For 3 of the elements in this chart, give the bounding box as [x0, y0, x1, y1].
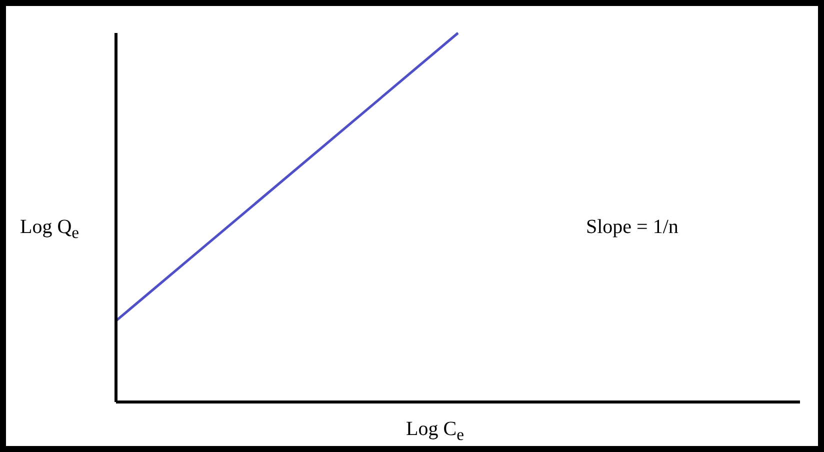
x-axis-title: Log C$_{e}$ — [406, 418, 464, 445]
annotation: Slope = 1/n — [586, 216, 678, 239]
y-axis-title: Log Q$_{e}$ — [20, 216, 80, 243]
